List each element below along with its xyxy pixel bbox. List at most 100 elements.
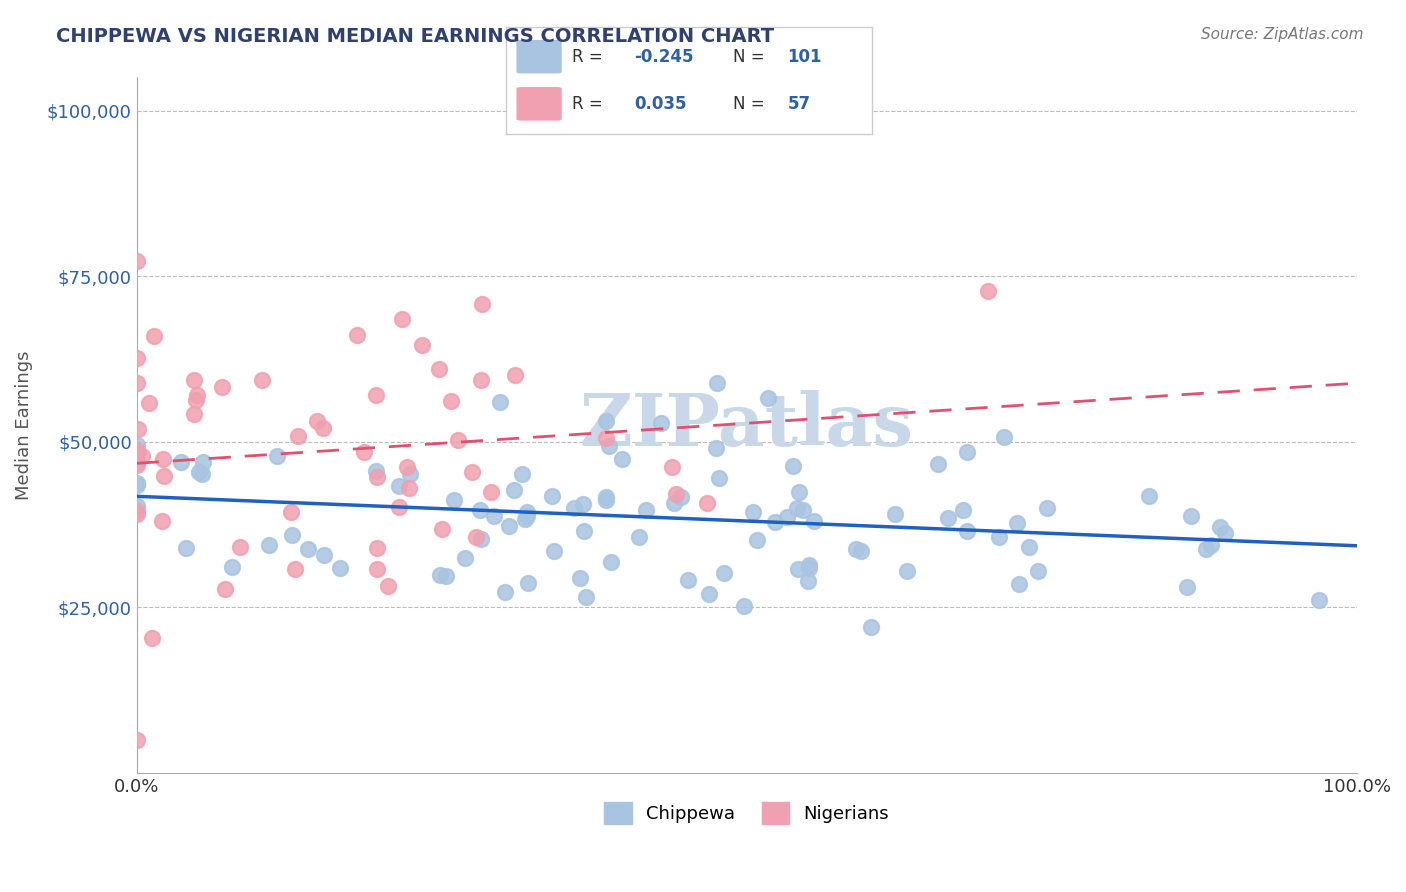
Point — [287, 429, 309, 443]
Text: R =: R = — [572, 48, 607, 66]
Text: N =: N = — [733, 48, 769, 66]
Point — [704, 441, 727, 455]
Text: Source: ZipAtlas.com: Source: ZipAtlas.com — [1201, 27, 1364, 42]
Point — [851, 543, 873, 558]
Point — [1026, 564, 1049, 578]
Point — [193, 455, 215, 469]
Text: CHIPPEWA VS NIGERIAN MEDIAN EARNINGS CORRELATION CHART: CHIPPEWA VS NIGERIAN MEDIAN EARNINGS COR… — [56, 27, 775, 45]
Point — [191, 467, 214, 481]
Point — [184, 392, 207, 407]
Point — [799, 558, 821, 572]
Point — [228, 540, 250, 554]
Point — [516, 505, 538, 519]
Point — [598, 439, 620, 453]
Point — [936, 511, 959, 525]
Text: -0.245: -0.245 — [634, 48, 693, 66]
Point — [776, 510, 799, 524]
Point — [952, 503, 974, 517]
Point — [747, 533, 769, 548]
Point — [377, 578, 399, 592]
Point — [125, 456, 148, 470]
Point — [627, 530, 650, 544]
Point — [758, 391, 780, 405]
Point — [127, 422, 149, 436]
Point — [430, 522, 453, 536]
Point — [125, 499, 148, 513]
Point — [411, 337, 433, 351]
Point — [125, 507, 148, 521]
Point — [314, 548, 336, 562]
Point — [125, 448, 148, 462]
Point — [595, 491, 617, 505]
Point — [612, 452, 634, 467]
Point — [883, 507, 905, 521]
Point — [186, 388, 208, 402]
Point — [664, 486, 686, 500]
Point — [860, 620, 883, 634]
Point — [1008, 577, 1031, 591]
Point — [797, 574, 820, 588]
Point — [391, 312, 413, 326]
Point — [1180, 508, 1202, 523]
Legend: Chippewa, Nigerians: Chippewa, Nigerians — [595, 793, 898, 833]
Point — [763, 515, 786, 529]
Point — [742, 505, 765, 519]
Point — [138, 396, 160, 410]
Point — [540, 489, 562, 503]
Point — [650, 416, 672, 430]
Point — [503, 368, 526, 383]
Point — [1209, 520, 1232, 534]
Point — [366, 469, 388, 483]
Text: 57: 57 — [787, 95, 811, 112]
Point — [696, 496, 718, 510]
Point — [307, 414, 329, 428]
Point — [799, 560, 821, 574]
Point — [429, 568, 451, 582]
Point — [517, 576, 540, 591]
Point — [353, 444, 375, 458]
Point — [346, 328, 368, 343]
Text: 101: 101 — [787, 48, 823, 66]
Point — [152, 452, 174, 467]
Point — [266, 449, 288, 463]
Point — [297, 541, 319, 556]
Point — [125, 351, 148, 365]
Point — [366, 541, 388, 555]
Point — [152, 469, 174, 483]
Point — [482, 508, 505, 523]
Point — [993, 430, 1015, 444]
Point — [562, 500, 585, 515]
Text: N =: N = — [733, 95, 769, 112]
Point — [183, 407, 205, 421]
Point — [1201, 538, 1223, 552]
Point — [366, 562, 388, 576]
Point — [516, 509, 538, 524]
Text: 0.035: 0.035 — [634, 95, 686, 112]
Point — [572, 497, 595, 511]
Point — [427, 361, 450, 376]
Point — [927, 457, 949, 471]
Point — [169, 455, 191, 469]
FancyBboxPatch shape — [517, 41, 561, 73]
Point — [599, 555, 621, 569]
Point — [569, 571, 592, 585]
Point — [150, 514, 173, 528]
Point — [707, 471, 730, 485]
Point — [977, 284, 1000, 298]
Point — [470, 373, 492, 387]
Point — [211, 380, 233, 394]
Point — [125, 253, 148, 268]
FancyBboxPatch shape — [517, 87, 561, 120]
Point — [125, 504, 148, 518]
Point — [257, 539, 280, 553]
Point — [125, 458, 148, 472]
Point — [787, 562, 810, 576]
Point — [174, 541, 197, 555]
Point — [214, 582, 236, 596]
Point — [488, 394, 510, 409]
Point — [364, 464, 387, 478]
Point — [141, 631, 163, 645]
Point — [125, 732, 148, 747]
Point — [461, 465, 484, 479]
Point — [470, 532, 492, 546]
